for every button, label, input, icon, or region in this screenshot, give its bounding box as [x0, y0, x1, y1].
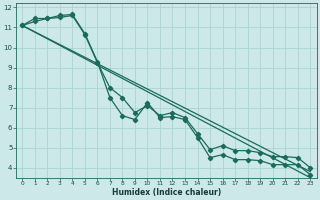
X-axis label: Humidex (Indice chaleur): Humidex (Indice chaleur) [112, 188, 221, 197]
